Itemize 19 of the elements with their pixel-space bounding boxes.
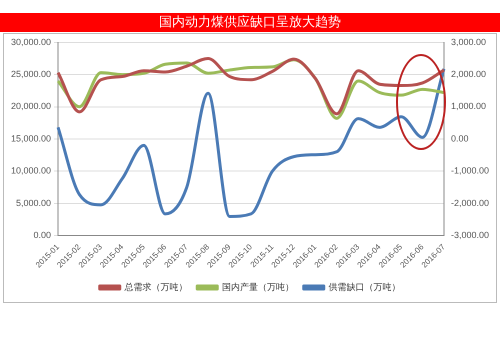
y2-tick-label: 1,000.00 — [450, 101, 486, 112]
y-tick-label: 20,000.00 — [10, 101, 52, 112]
y-tick-label: 25,000.00 — [10, 69, 52, 80]
y2-tick-label: -2,000.00 — [450, 198, 489, 208]
y-tick-label: 0.00 — [34, 230, 52, 240]
y-tick-label: 10,000.00 — [10, 166, 52, 176]
legend-label: 国内产量（万吨） — [222, 282, 294, 292]
chart-title: 国内动力煤供应缺口呈放大趋势 — [0, 13, 500, 32]
y2-tick-label: 3,000.00 — [450, 36, 486, 47]
legend-label: 总需求（万吨） — [123, 282, 188, 292]
y2-tick-label: -3,000.00 — [450, 230, 489, 240]
line-series — [56, 67, 446, 218]
legend-label: 供需缺口（万吨） — [328, 282, 400, 292]
y-tick-label: 30,000.00 — [10, 36, 52, 47]
y-tick-label: 5,000.00 — [16, 198, 52, 208]
y2-tick-label: -1,000.00 — [450, 166, 489, 176]
y-tick-label: 15,000.00 — [10, 133, 52, 144]
y2-tick-label: 0.00 — [450, 133, 468, 144]
y2-tick-label: 2,000.00 — [450, 69, 486, 80]
